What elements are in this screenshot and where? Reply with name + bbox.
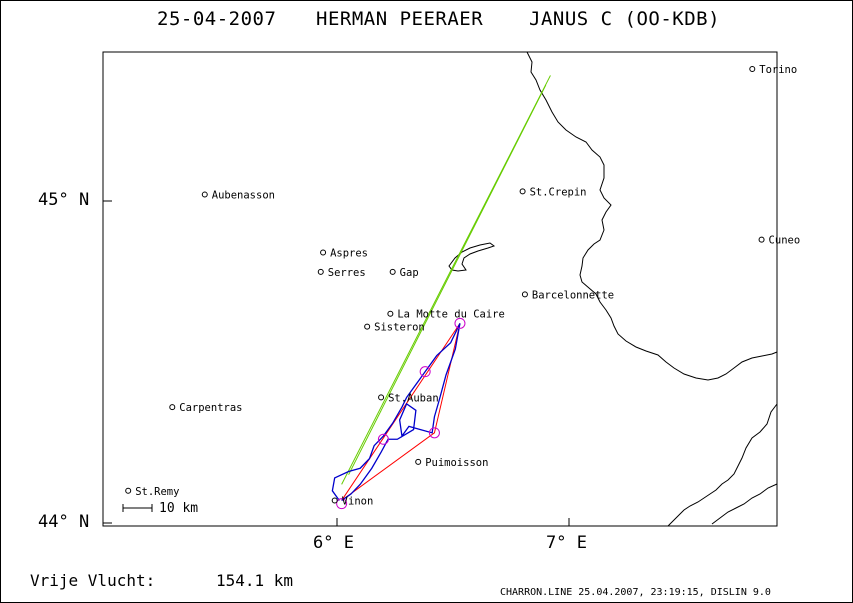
distance-label: Vrije Vlucht: <box>30 571 156 590</box>
place-label: Aspres <box>330 248 368 260</box>
turnpoint-marker <box>419 366 431 378</box>
coastline-east <box>711 483 778 525</box>
track-line <box>331 323 461 501</box>
place-dot <box>758 236 765 243</box>
place-dot <box>169 404 176 411</box>
place-label: Cuneo <box>769 235 801 247</box>
turnpoint-marker <box>336 498 348 510</box>
place-label: Puimoisson <box>425 457 488 469</box>
lat-label-44: 44° N <box>38 512 90 532</box>
flight-track <box>331 323 461 501</box>
turnpoint-marker <box>428 427 440 439</box>
lon-label-7: 7° E <box>546 533 587 553</box>
place-label: Gap <box>400 267 419 279</box>
place-dot <box>389 268 396 275</box>
place-label: St.Auban <box>388 392 439 404</box>
place-dot <box>331 497 338 504</box>
national-border <box>526 51 778 381</box>
flight-date: 25-04-2007 <box>157 8 277 30</box>
place-label: Sisteron <box>374 322 425 334</box>
coastline <box>667 403 778 527</box>
place-label: Barcelonnette <box>532 289 614 301</box>
final-glide-lines <box>341 75 551 485</box>
map-plot-area <box>102 51 778 527</box>
place-dot <box>387 310 394 317</box>
place-label: Vinon <box>342 495 374 507</box>
scale-bar <box>122 504 153 512</box>
final-glide-line <box>348 84 547 475</box>
place-dot <box>125 487 132 494</box>
place-markers: Torino Aubenasson St.Crepin Cuneo Aspres Serr… <box>125 64 801 507</box>
pilot-name: HERMAN PEERAER <box>316 8 484 30</box>
place-dot <box>415 458 422 465</box>
lake-serre-poncon <box>448 242 496 272</box>
place-dot <box>317 268 324 275</box>
place-dot <box>201 191 208 198</box>
turnpoint-marker <box>454 317 466 329</box>
place-dot <box>749 65 756 72</box>
turnpoint-markers <box>336 317 466 510</box>
glider-name: JANUS C (OO-KDB) <box>529 8 721 30</box>
place-dot <box>378 394 385 401</box>
place-dot <box>519 188 526 195</box>
place-label: La Motte du Caire <box>397 309 504 321</box>
place-label: St.Remy <box>135 486 179 498</box>
place-dot <box>320 249 327 256</box>
distance-value: 154.1 km <box>216 571 294 590</box>
place-dot <box>521 291 528 298</box>
lon-label-6: 6° E <box>313 533 354 553</box>
lat-label-45: 45° N <box>38 190 90 210</box>
task-triangle <box>341 323 461 501</box>
place-label: Serres <box>328 267 366 279</box>
turnpoint-marker <box>377 433 389 445</box>
place-label: St.Crepin <box>530 186 587 198</box>
place-label: Torino <box>759 64 797 76</box>
task-line <box>341 323 461 501</box>
place-label: Carpentras <box>179 402 242 414</box>
place-dot <box>364 323 371 330</box>
file-info: CHARRON.LINE 25.04.2007, 23:19:15, DISLI… <box>500 587 771 598</box>
scale-bar-label: 10 km <box>159 501 199 516</box>
place-label: Aubenasson <box>212 190 275 202</box>
